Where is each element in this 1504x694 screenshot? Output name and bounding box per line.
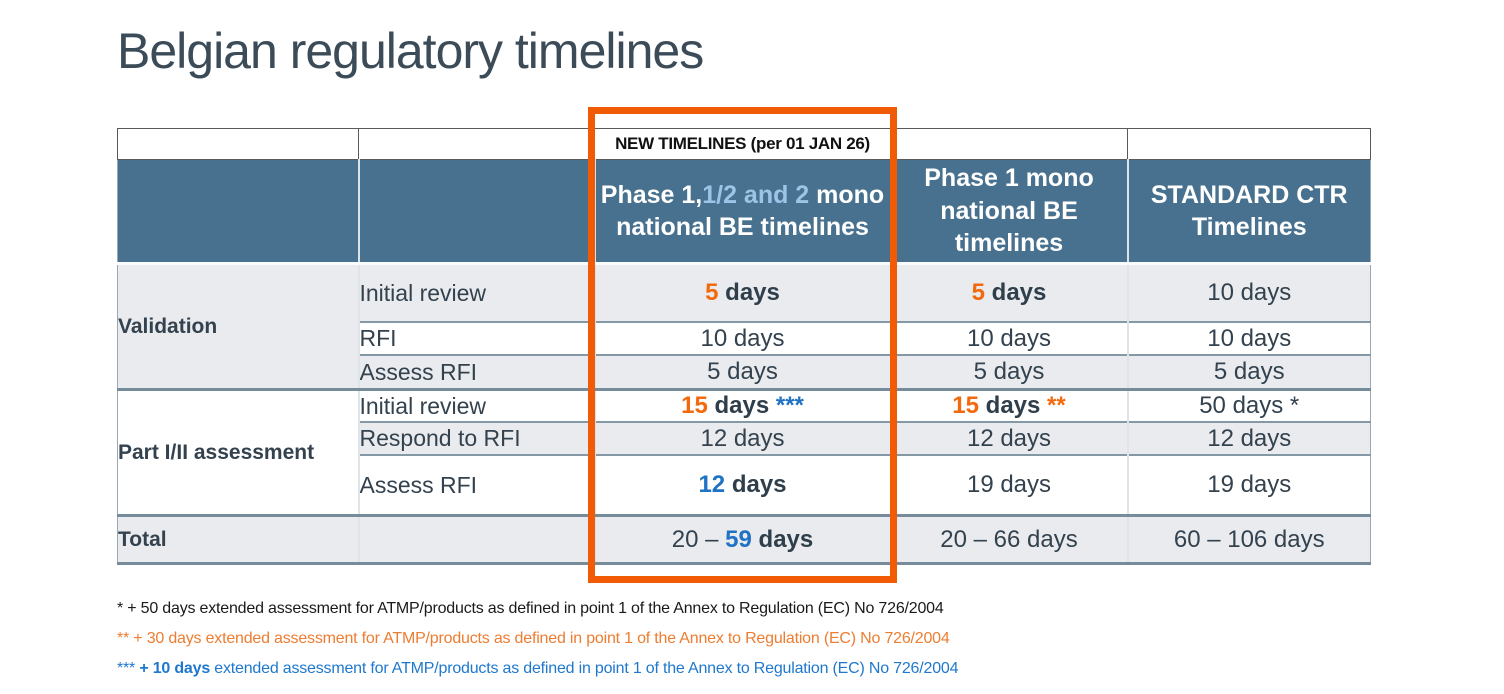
footnote-10-days: *** + 10 days extended assessment for AT… [117, 660, 959, 677]
row-part-assess-rfi: Assess RFI 12 days 19 days 19 days [118, 454, 1371, 516]
step-label: Initial review [357, 388, 595, 422]
header-phase1-12-2: Phase 1,1/2 and 2 mono national BE timel… [593, 159, 891, 265]
row-part-initial-review: Part I/II assessment Initial review 15 d… [117, 388, 1371, 516]
value-standard-ctr: 10 days [1126, 321, 1371, 355]
value-standard-ctr: 10 days [1126, 262, 1371, 322]
header-standard-ctr: STANDARD CTR Timelines [1126, 159, 1371, 265]
new-timelines-banner: NEW TIMELINES (per 01 JAN 26) [594, 128, 891, 160]
value-phase1-mono: 5 days [889, 262, 1128, 322]
value-phase1-mono: 15 days ** [889, 388, 1128, 422]
row-validation-initial-review: Validation Initial review 5 days 5 days … [117, 262, 1371, 390]
step-label: Respond to RFI [357, 421, 595, 455]
timelines-table: NEW TIMELINES (per 01 JAN 26) Phase 1,1/… [117, 128, 1371, 565]
total-empty-cell [357, 514, 595, 565]
group-label-total: Total [117, 514, 359, 565]
step-label: Assess RFI [357, 454, 595, 516]
step-label: Initial review [357, 262, 595, 322]
footnote-50-days: * + 50 days extended assessment for ATMP… [117, 600, 944, 617]
banner-empty-cell [117, 128, 359, 160]
header-empty-group [117, 159, 359, 265]
step-label: Assess RFI [357, 354, 595, 390]
group-label-part-i-ii: Part I/II assessment [117, 388, 359, 516]
group-label-validation: Validation [117, 262, 359, 390]
value-new-phase12: 15 days *** [593, 388, 891, 422]
total-new-phase12: 20 – 59 days [593, 514, 891, 565]
total-standard-ctr: 60 – 106 days [1126, 514, 1371, 565]
value-standard-ctr: 19 days [1126, 454, 1371, 516]
banner-empty-cell [890, 128, 1128, 160]
value-standard-ctr: 50 days * [1126, 388, 1371, 422]
footnote-30-days: ** + 30 days extended assessment for ATM… [117, 630, 950, 647]
value-new-phase12: 5 days [593, 354, 891, 390]
banner-empty-cell [1127, 128, 1371, 160]
step-label: RFI [357, 321, 595, 355]
header-empty-step [357, 159, 595, 265]
value-new-phase12: 5 days [593, 262, 891, 322]
row-total: Total 20 – 59 days 20 – 66 days 60 – 106… [117, 514, 1371, 565]
value-phase1-mono: 19 days [889, 454, 1128, 516]
banner-empty-cell [358, 128, 595, 160]
page-title: Belgian regulatory timelines [117, 23, 704, 79]
total-phase1-mono: 20 – 66 days [889, 514, 1128, 565]
banner-row: NEW TIMELINES (per 01 JAN 26) [117, 128, 1371, 160]
value-phase1-mono: 5 days [889, 354, 1128, 390]
header-phase1-mono: Phase 1 mono national BE timelines [889, 159, 1128, 265]
value-standard-ctr: 5 days [1126, 354, 1371, 390]
value-phase1-mono: 10 days [889, 321, 1128, 355]
value-new-phase12: 12 days [593, 454, 891, 516]
row-validation-assess-rfi: Assess RFI 5 days 5 days 5 days [118, 354, 1371, 390]
value-new-phase12: 10 days [593, 321, 891, 355]
value-new-phase12: 12 days [593, 421, 891, 455]
value-standard-ctr: 12 days [1126, 421, 1371, 455]
row-part-respond-to-rfi: Respond to RFI 12 days 12 days 12 days [118, 421, 1371, 455]
value-phase1-mono: 12 days [889, 421, 1128, 455]
header-row: Phase 1,1/2 and 2 mono national BE timel… [117, 159, 1371, 265]
